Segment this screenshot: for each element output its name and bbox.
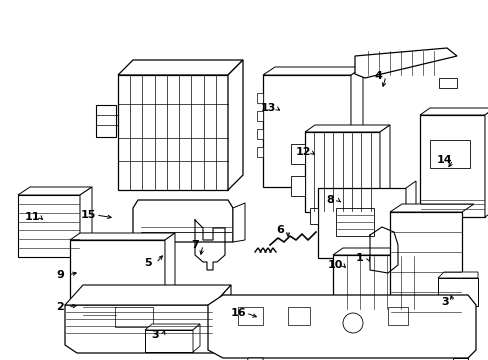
Polygon shape — [405, 181, 415, 258]
Bar — [257, 93, 263, 103]
Polygon shape — [452, 358, 467, 360]
Polygon shape — [133, 200, 232, 242]
Bar — [145, 330, 193, 352]
Bar — [429, 140, 469, 168]
Polygon shape — [207, 295, 475, 358]
Polygon shape — [379, 125, 389, 212]
Text: 6: 6 — [276, 225, 284, 235]
Polygon shape — [232, 203, 244, 242]
Bar — [238, 307, 263, 325]
Polygon shape — [484, 108, 488, 217]
Bar — [263, 75, 350, 187]
Bar — [257, 111, 263, 121]
Text: 2: 2 — [56, 302, 64, 312]
Bar — [387, 307, 407, 325]
Polygon shape — [65, 285, 230, 305]
Polygon shape — [193, 324, 200, 352]
Polygon shape — [164, 233, 175, 328]
Text: 16: 16 — [230, 308, 245, 318]
Bar — [389, 212, 461, 332]
Polygon shape — [350, 67, 362, 187]
Polygon shape — [245, 358, 263, 360]
Bar — [287, 307, 309, 325]
Text: 12: 12 — [295, 147, 310, 157]
Polygon shape — [419, 108, 488, 115]
Polygon shape — [389, 204, 473, 212]
Bar — [419, 115, 484, 217]
Text: 11: 11 — [24, 212, 40, 222]
Bar — [305, 132, 379, 212]
Polygon shape — [305, 125, 389, 132]
Bar — [118, 75, 227, 190]
Bar — [290, 144, 305, 164]
Text: 7: 7 — [191, 240, 199, 250]
Polygon shape — [437, 272, 477, 278]
Bar — [335, 208, 373, 236]
Text: 1: 1 — [355, 253, 363, 263]
Bar — [257, 147, 263, 157]
Text: 8: 8 — [325, 195, 333, 205]
Bar — [309, 208, 317, 224]
Text: 14: 14 — [436, 155, 452, 165]
Text: 9: 9 — [56, 270, 64, 280]
Bar — [438, 78, 456, 88]
Text: 5: 5 — [144, 258, 151, 268]
Bar — [290, 176, 305, 196]
Text: 13: 13 — [260, 103, 275, 113]
Polygon shape — [65, 305, 213, 353]
Circle shape — [342, 313, 362, 333]
Text: 3: 3 — [440, 297, 448, 307]
Text: 10: 10 — [326, 260, 342, 270]
Polygon shape — [332, 248, 437, 255]
Bar — [317, 188, 405, 258]
Polygon shape — [213, 285, 230, 353]
Polygon shape — [263, 67, 362, 75]
Polygon shape — [354, 48, 456, 78]
Bar — [332, 255, 427, 310]
Bar — [96, 105, 116, 137]
Bar — [82, 300, 117, 322]
Bar — [70, 240, 164, 328]
Text: 3: 3 — [151, 330, 159, 340]
Polygon shape — [70, 233, 175, 240]
Bar — [437, 278, 477, 306]
Polygon shape — [145, 324, 200, 330]
Bar — [257, 129, 263, 139]
Text: 15: 15 — [80, 210, 96, 220]
Polygon shape — [118, 60, 243, 75]
Bar — [115, 307, 153, 327]
Polygon shape — [227, 60, 243, 190]
Polygon shape — [18, 187, 92, 195]
Bar — [18, 195, 80, 257]
Text: 4: 4 — [373, 71, 381, 81]
Polygon shape — [80, 187, 92, 257]
